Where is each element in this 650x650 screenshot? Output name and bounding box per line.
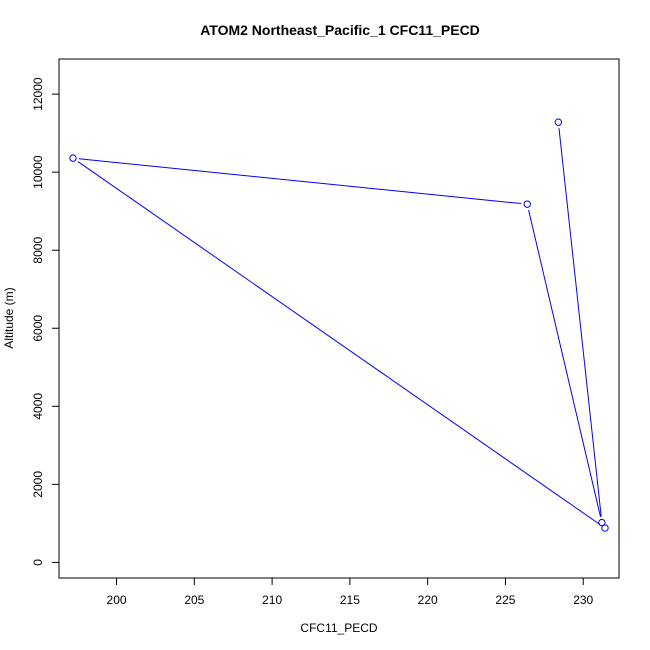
data-point (554, 118, 563, 126)
x-tick-label: 215 (340, 593, 360, 607)
y-tick-label: 0 (31, 559, 45, 566)
y-axis: 0 2000 4000 6000 8000 10000 12000 (31, 77, 60, 566)
y-tick-label: 8000 (31, 237, 45, 264)
y-tick-label: 4000 (31, 393, 45, 420)
series-line-segment (77, 161, 601, 526)
series-line-segment (558, 128, 602, 517)
data-point (601, 524, 609, 532)
x-tick-label: 200 (107, 593, 127, 607)
x-axis: 200 205 210 215 220 225 230 (107, 577, 594, 607)
x-tick-label: 205 (184, 593, 204, 607)
x-tick-label: 230 (573, 593, 593, 607)
plot-frame (58, 58, 620, 579)
data-point (598, 518, 606, 527)
data-point (523, 200, 531, 208)
series-line-segment (528, 209, 602, 517)
x-tick-label: 210 (262, 593, 282, 607)
y-tick-label: 2000 (31, 471, 45, 498)
series-line-segment (78, 158, 522, 205)
x-axis-label: CFC11_PECD (300, 621, 377, 635)
y-tick-label: 10000 (31, 155, 45, 189)
series-layer (69, 118, 609, 532)
y-axis-label: Altitude (m) (2, 287, 16, 348)
data-point (69, 154, 77, 162)
x-tick-label: 225 (495, 593, 515, 607)
y-tick-label: 12000 (31, 77, 45, 111)
x-tick-label: 220 (418, 593, 438, 607)
y-tick-label: 6000 (31, 315, 45, 342)
chart-title: ATOM2 Northeast_Pacific_1 CFC11_PECD (200, 22, 480, 38)
